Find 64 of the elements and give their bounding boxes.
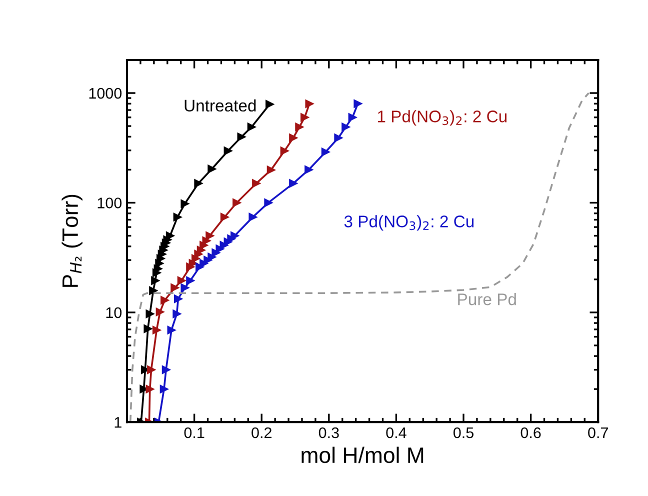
point (202, 236, 211, 245)
point (174, 294, 182, 303)
point (144, 324, 152, 333)
point (334, 134, 342, 142)
y-tick-label: 1 (114, 417, 122, 428)
y-tick-label: 100 (98, 198, 122, 208)
line-series (129, 92, 590, 422)
point (206, 232, 214, 240)
series-label: Pure Pd (458, 293, 516, 306)
y-tick-label: 1000 (89, 88, 122, 99)
point (247, 122, 256, 132)
point (170, 284, 179, 292)
point (232, 198, 241, 207)
point (300, 113, 309, 122)
x-tick-label: 0.5 (453, 427, 474, 438)
point (342, 122, 350, 132)
point (289, 134, 298, 142)
point (295, 122, 304, 132)
point (248, 212, 258, 222)
point (354, 100, 362, 108)
point (167, 326, 176, 334)
x-tick-label: 0.1 (184, 427, 204, 438)
point (220, 212, 229, 222)
point (160, 384, 168, 394)
point (252, 179, 260, 188)
point (172, 310, 181, 318)
x-tick-label: 0.3 (318, 427, 339, 438)
point (266, 100, 274, 108)
point (186, 276, 194, 285)
point (237, 132, 246, 142)
point (146, 384, 154, 394)
point (289, 179, 298, 188)
point (180, 200, 190, 208)
point (280, 146, 289, 156)
x-tick-label: 0.2 (252, 427, 272, 438)
point (156, 308, 164, 316)
point (266, 166, 276, 174)
point (304, 166, 313, 174)
point (194, 179, 203, 188)
series-label: Untreated (184, 99, 256, 112)
point (180, 284, 190, 292)
point (208, 164, 216, 174)
point (151, 276, 160, 285)
x-axis-title: mol H/mol M (302, 446, 424, 464)
point (147, 366, 156, 374)
x-tick-label: 0.4 (386, 427, 406, 438)
x-tick-label: 0.7 (588, 427, 608, 438)
text: 3 Pd(NO$_{3}$)$_{2}$: 2 Cu (344, 215, 474, 231)
point (160, 296, 169, 304)
x-tick-label: 0.6 (520, 427, 541, 438)
point (321, 148, 330, 156)
point (224, 146, 232, 156)
point (264, 198, 273, 207)
text: 1 Pd(NO$_{3}$)$_{2}$: 2 Cu (378, 110, 507, 126)
point (305, 100, 314, 108)
point (173, 212, 182, 222)
y-tick-label: 10 (106, 307, 122, 318)
point (348, 113, 357, 122)
y-axis-title: P$_{H₂}$ (Torr) (62, 194, 82, 287)
point (146, 310, 154, 318)
point (152, 326, 161, 334)
point (149, 286, 158, 295)
point (162, 366, 170, 374)
point (177, 276, 186, 285)
